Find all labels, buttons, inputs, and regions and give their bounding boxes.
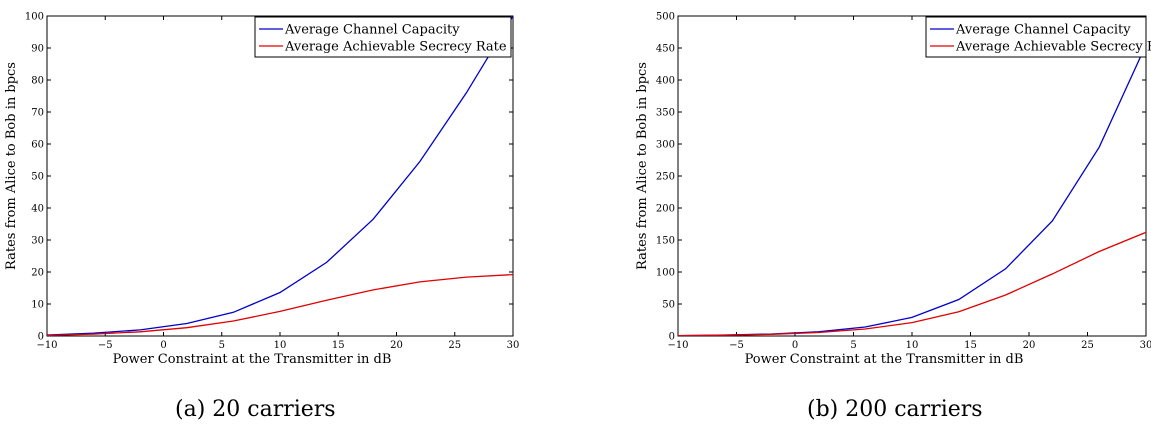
y-tick-label: 350 xyxy=(656,108,675,119)
x-axis-label: Power Constraint at the Transmitter in d… xyxy=(113,352,392,367)
y-tick-label: 20 xyxy=(31,268,44,279)
y-tick-label: 60 xyxy=(31,140,44,151)
y-tick-label: 90 xyxy=(31,44,44,55)
x-tick-label: −10 xyxy=(667,340,688,351)
y-axis-label: Rates from Alice to Bob in bpcs xyxy=(635,62,650,270)
y-tick-label: 50 xyxy=(662,300,675,311)
plot-frame xyxy=(677,15,1147,337)
y-tick-label: 250 xyxy=(656,172,675,183)
series-line-capacity xyxy=(47,16,513,336)
x-tick-label: 5 xyxy=(850,340,856,351)
y-tick-label: 40 xyxy=(31,204,44,215)
legend-box xyxy=(925,16,1147,58)
x-tick-label: 20 xyxy=(390,340,403,351)
y-tick-label: 100 xyxy=(25,12,44,23)
x-tick-label: 10 xyxy=(274,340,287,351)
x-tick-label: 15 xyxy=(332,340,345,351)
y-tick-label: 0 xyxy=(38,332,44,343)
y-tick-label: 100 xyxy=(656,268,675,279)
legend-entry-label: Average Achievable Secrecy Rate xyxy=(955,40,1151,55)
y-tick-label: 30 xyxy=(31,236,44,247)
x-tick-label: −5 xyxy=(98,340,113,351)
x-axis-label: Power Constraint at the Transmitter in d… xyxy=(745,352,1024,367)
caption-a: (a) 20 carriers xyxy=(175,397,336,422)
x-tick-label: −10 xyxy=(36,340,57,351)
chart-panel-a: −10 −5 0 5 10 15 20 25 30 0 10 20 30 40 50 60 70 80 90 100 P… xyxy=(4,12,519,368)
x-tick-label: 10 xyxy=(906,340,919,351)
legend-box xyxy=(254,16,512,58)
y-tick-label: 80 xyxy=(31,76,44,87)
series-line-secrecy-rate xyxy=(47,273,513,336)
plot-frame xyxy=(46,15,514,337)
y-axis-label: Rates from Alice to Bob in bpcs xyxy=(4,62,19,270)
y-tick-label: 300 xyxy=(656,140,675,151)
y-tick-label: 500 xyxy=(656,12,675,23)
legend: Average Channel Capacity Average Achievab… xyxy=(254,16,512,58)
x-tick-label: 30 xyxy=(1140,340,1151,351)
x-tick-label: −5 xyxy=(729,340,744,351)
legend-entry-label: Average Achievable Secrecy Rate xyxy=(284,40,507,55)
x-tick-label: 15 xyxy=(964,340,977,351)
legend-entry-label: Average Channel Capacity xyxy=(284,23,460,38)
y-tick-label: 70 xyxy=(31,108,44,119)
legend-entry-label: Average Channel Capacity xyxy=(955,23,1131,38)
x-tick-label: 30 xyxy=(507,340,520,351)
x-tick-label: 0 xyxy=(160,340,166,351)
x-tick-label: 0 xyxy=(792,340,798,351)
x-tick-label: 5 xyxy=(219,340,225,351)
x-tick-label: 25 xyxy=(1081,340,1094,351)
x-tick-label: 25 xyxy=(448,340,461,351)
y-tick-label: 10 xyxy=(31,300,44,311)
legend: Average Channel Capacity Average Achievab… xyxy=(925,16,1151,58)
x-tick-label: 20 xyxy=(1023,340,1036,351)
y-tick-label: 400 xyxy=(656,76,675,87)
caption-b: (b) 200 carriers xyxy=(807,397,983,422)
y-tick-label: 0 xyxy=(669,332,675,343)
series-line-secrecy-rate xyxy=(678,231,1146,336)
y-tick-label: 50 xyxy=(31,172,44,183)
y-tick-label: 150 xyxy=(656,236,675,247)
chart-panel-b: −10 −5 0 5 10 15 20 25 3005010015020025030035040… xyxy=(635,12,1151,368)
y-tick-label: 200 xyxy=(656,204,675,215)
y-tick-label: 450 xyxy=(656,44,675,55)
